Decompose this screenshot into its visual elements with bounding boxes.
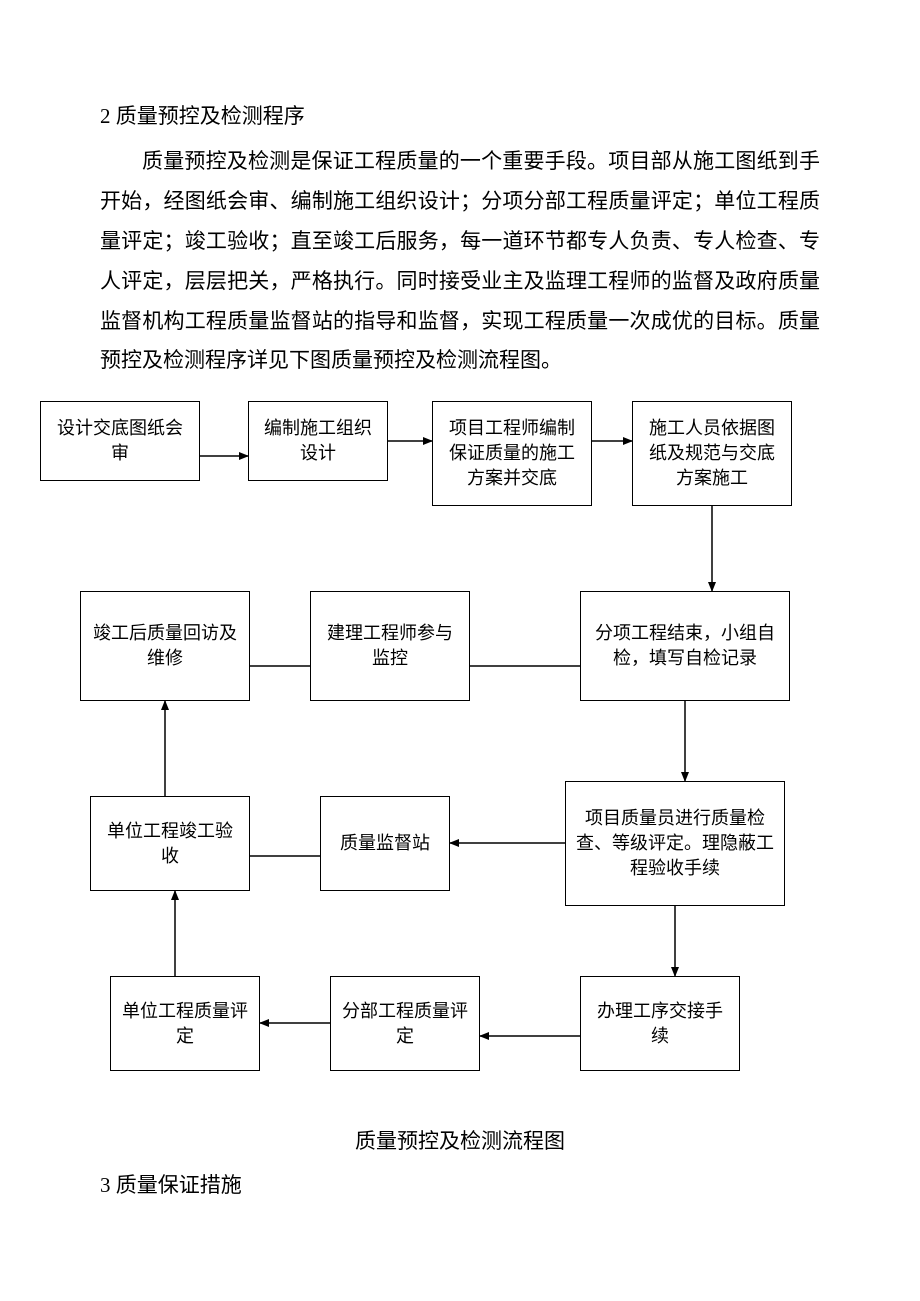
flow-node-n13: 办理工序交接手续 xyxy=(580,976,740,1071)
page: 2 质量预控及检测程序 质量预控及检测是保证工程质量的一个重要手段。项目部从施工… xyxy=(0,0,920,1251)
flow-node-n10: 项目质量员进行质量检查、等级评定。理隐蔽工程验收手续 xyxy=(565,781,785,906)
flow-node-n11: 单位工程质量评定 xyxy=(110,976,260,1071)
section-3-heading: 3 质量保证措施 xyxy=(100,1169,820,1199)
quality-flowchart: 设计交底图纸会审编制施工组织设计项目工程师编制保证质量的施工方案并交底施工人员依… xyxy=(20,401,800,1121)
flow-node-n3: 项目工程师编制保证质量的施工方案并交底 xyxy=(432,401,592,506)
flow-node-n2: 编制施工组织设计 xyxy=(248,401,388,481)
flow-node-n6: 建理工程师参与监控 xyxy=(310,591,470,701)
section-2-paragraph: 质量预控及检测是保证工程质量的一个重要手段。项目部从施工图纸到手开始，经图纸会审… xyxy=(100,142,820,381)
flow-node-n8: 单位工程竣工验收 xyxy=(90,796,250,891)
flow-node-n1: 设计交底图纸会审 xyxy=(40,401,200,481)
flow-node-n12: 分部工程质量评定 xyxy=(330,976,480,1071)
flow-node-n5: 竣工后质量回访及维修 xyxy=(80,591,250,701)
flowchart-caption: 质量预控及检测流程图 xyxy=(100,1125,820,1155)
section-2-heading: 2 质量预控及检测程序 xyxy=(100,100,820,130)
flow-node-n4: 施工人员依据图纸及规范与交底方案施工 xyxy=(632,401,792,506)
flow-node-n9: 质量监督站 xyxy=(320,796,450,891)
flow-node-n7: 分项工程结束，小组自检，填写自检记录 xyxy=(580,591,790,701)
